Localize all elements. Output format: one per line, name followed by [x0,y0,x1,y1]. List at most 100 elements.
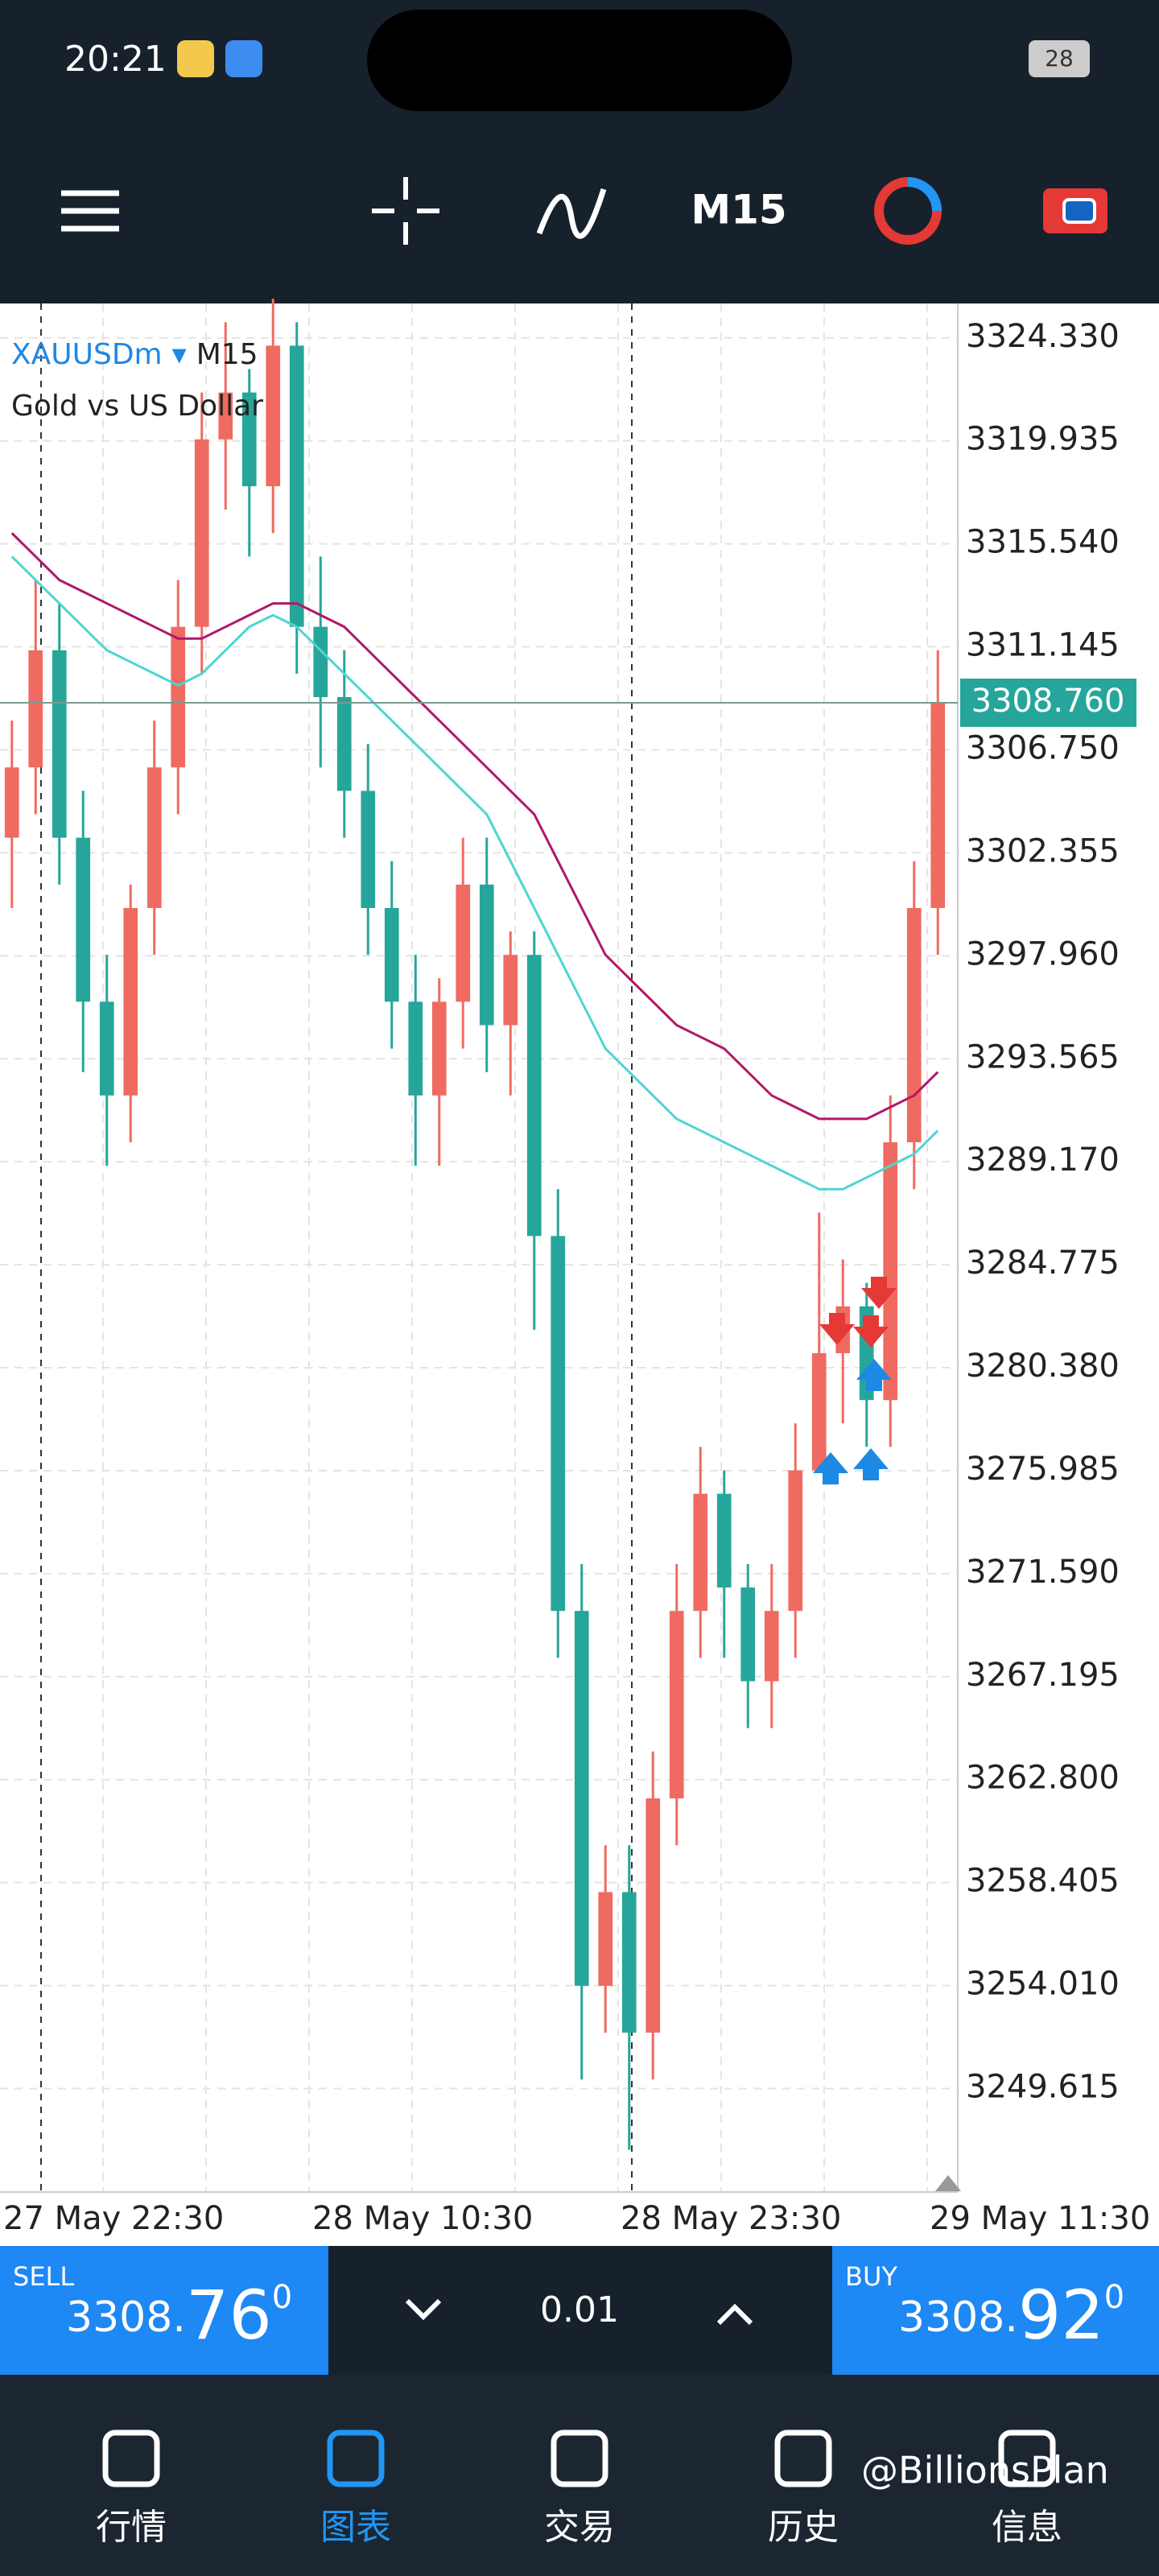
chart-timeframe: M15 [196,338,258,371]
nav-icon [551,2429,608,2487]
candle-body [408,1001,423,1096]
y-tick-label: 3280.380 [966,1348,1120,1385]
candle-body [171,626,186,768]
y-tick-label: 3324.330 [966,318,1120,355]
candle-body [811,1352,827,1471]
candle-body [621,1892,637,2033]
y-tick-label: 3284.775 [966,1245,1120,1282]
buy-price: 3308.920 [898,2276,1124,2355]
candle-body [930,702,946,908]
candle-body [99,1001,114,1096]
trade-icon-part [1062,198,1096,224]
price-sup: 0 [1104,2279,1124,2316]
y-tick-label: 3306.750 [966,729,1120,766]
y-tick-label: 3258.405 [966,1863,1120,1900]
nav-icon [998,2429,1056,2487]
symbol-description: Gold vs US Dollar [11,390,263,423]
sell-label: SELL [13,2261,74,2292]
candle-body [194,439,209,627]
candle-body [479,884,494,1026]
candle-body [218,392,233,440]
y-tick-label: 3254.010 [966,1966,1120,2003]
candle-body [4,767,19,838]
nav-label[interactable]: 图表 [320,2507,391,2548]
x-tick-label: 29 May 11:30 [930,2200,1150,2237]
candle-body [693,1493,708,1612]
candle-body [361,791,376,908]
price-main: 3308. [898,2293,1018,2342]
current-price-label: 3308.760 [971,683,1125,720]
dynamic-island [367,10,792,111]
moving-average [10,532,939,1121]
price-big: 76 [186,2276,272,2355]
nav-label[interactable]: 交易 [544,2507,615,2548]
candle-body [716,1493,732,1588]
lot-up[interactable] [716,2303,753,2326]
y-tick-label: 3267.195 [966,1657,1120,1694]
candle-body [788,1470,803,1612]
candle-body [266,345,281,487]
y-tick-label: 3293.565 [966,1038,1120,1075]
symbol: XAUUSDm [11,338,163,371]
x-tick-label: 28 May 23:30 [621,2200,841,2237]
scroll-marker [935,2175,961,2191]
y-tick-label: 3289.170 [966,1141,1120,1179]
candle-body [740,1587,756,1682]
nav-label[interactable]: 信息 [992,2507,1062,2548]
current-price-box [960,678,1136,727]
candle-body [28,650,43,768]
candle-body [551,1236,566,1612]
candle-body [764,1611,779,1682]
y-tick-label: 3262.800 [966,1760,1120,1797]
lot[interactable]: 0.01 [540,2289,619,2330]
candle-body [241,392,257,487]
candle-body [503,955,518,1026]
status-time: 20:21 [64,39,167,80]
price-big: 92 [1018,2276,1104,2355]
nav-icon [774,2429,832,2487]
y-tick-label: 3297.960 [966,935,1120,972]
candle-body [574,1611,589,1986]
app-icon [225,40,262,77]
grid [0,303,958,2192]
y-tick-label: 3302.355 [966,832,1120,869]
x-tick-label: 27 May 22:30 [3,2200,224,2237]
menu-icon[interactable] [61,190,119,232]
candle-body [289,345,304,627]
timeframe[interactable]: M15 [691,187,786,233]
lot-down[interactable] [405,2298,442,2321]
buy-label: BUY [845,2261,897,2292]
nav-icon [102,2429,160,2487]
trade-arrows [813,1277,897,1484]
candle-body [598,1892,613,1986]
x-tick-label: 28 May 10:30 [312,2200,533,2237]
nav-label[interactable]: 行情 [96,2507,167,2548]
y-tick-label: 3315.540 [966,524,1120,561]
candle-body [146,767,162,908]
candle-body [431,1001,447,1096]
candle-body [336,696,352,791]
moving-average [10,555,939,1191]
candle-body [76,837,91,1002]
app-icon [177,40,214,77]
candle-body [313,626,328,697]
price-main: 3308. [66,2293,186,2342]
watermark: @BillionsPlan [861,2449,1109,2492]
candle-body [883,1142,898,1401]
bottom-nav: 行情 图表 交易 历史 信息 [96,2429,1062,2548]
chart-symbol-line: XAUUSDm ▾ M15 [11,338,258,371]
candle-body [906,907,922,1143]
nav-icon [327,2429,385,2487]
y-tick-label: 3249.615 [966,2068,1120,2105]
sell-button[interactable] [0,2246,328,2375]
indicator-icon[interactable] [536,188,607,239]
y-tick-label: 3275.985 [966,1451,1120,1488]
candle-body [52,650,67,838]
candle-body [645,1798,661,2033]
nav-bg [0,2375,1159,2576]
nav-label[interactable]: 历史 [768,2507,839,2548]
price-sup: 0 [272,2279,292,2316]
buy-button[interactable] [832,2246,1159,2375]
crosshair-icon[interactable] [372,177,439,245]
